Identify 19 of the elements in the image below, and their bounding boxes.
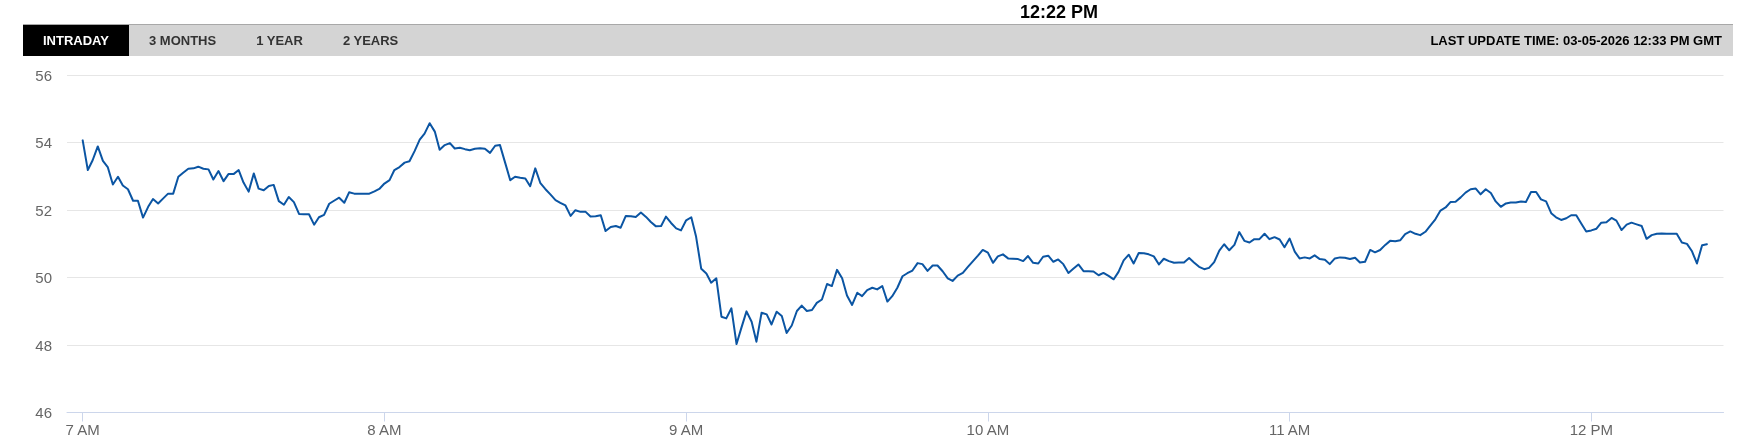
text: 3 MONTHS [148,32,218,50]
chart-subtitle: LAST UPDATE TIME: 03-05-2026 12:33 PM GMT [1430,32,1722,50]
y-tick-label: 54 [35,134,52,152]
y-tick-label: 46 [35,404,52,421]
text: 1 YEAR [255,32,304,50]
x-tick-label: 11 AM [1268,420,1311,438]
text: 12:22 PM [1020,2,1099,22]
x-tick-label: 9 AM [669,420,704,438]
x-tick-label: 10 AM [966,420,1010,438]
x-tick-label: 7 AM [65,420,100,438]
text: 2 YEARS [341,32,400,50]
y-tick-label: 56 [35,66,52,84]
line-series [81,122,1708,346]
y-tick-label: 50 [35,269,52,287]
y-tick-label: 52 [35,201,52,219]
x-tick-label: 12 PM [1569,420,1614,438]
text: INTRADAY [23,25,129,56]
x-tick-label: 8 AM [367,420,402,438]
y-tick-label: 48 [35,336,52,354]
